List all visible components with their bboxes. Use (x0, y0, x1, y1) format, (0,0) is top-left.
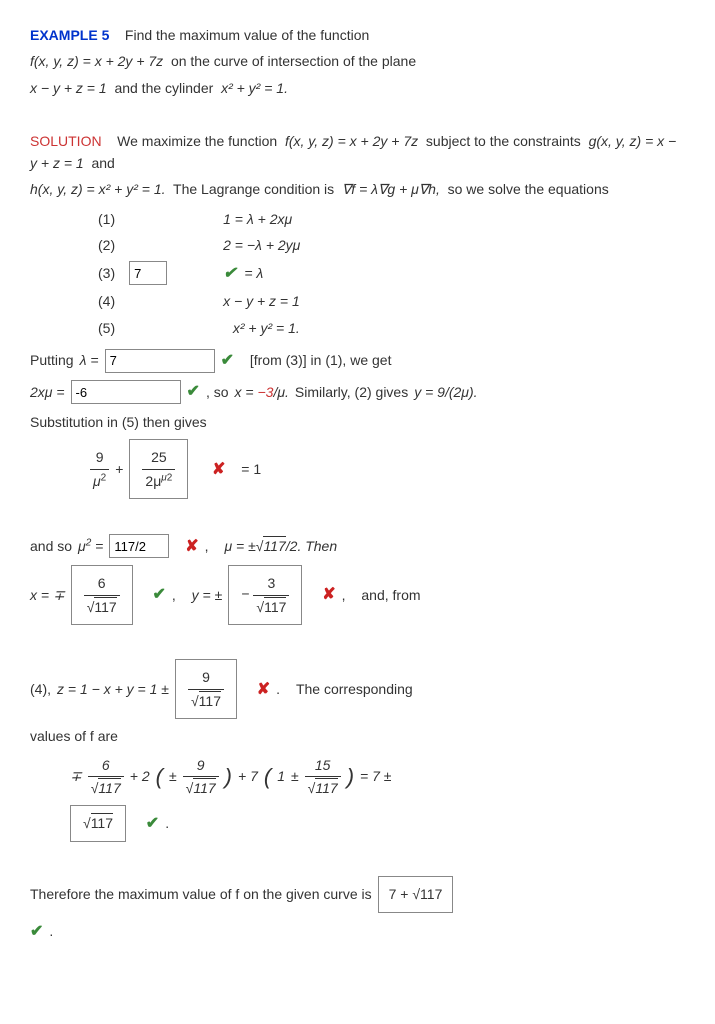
mu-eq-text: μ = ±√117/2. Then (224, 535, 337, 557)
sol-h: h(x, y, z) = x² + y² = 1. (30, 181, 166, 197)
sol-text-3: and (91, 155, 114, 171)
sol-text-4: The Lagrange condition is (173, 181, 334, 197)
final-sqrt-row: √117 ✔ . (70, 805, 685, 841)
cylinder-eq: x² + y² = 1. (221, 80, 288, 96)
sol-text-1: We maximize the function (117, 133, 277, 149)
mu-fraction-row: 9 μ2 + 25 2μμ2 ✘ = 1 (90, 439, 685, 499)
x-eq-text: x = −3/μ. (235, 381, 289, 403)
twoxmu-row: 2xμ = ✔ , so x = −3/μ. Similarly, (2) gi… (30, 379, 685, 405)
subst-text: Substitution in (5) then gives (30, 411, 685, 433)
so-text: , so (206, 381, 229, 403)
sim-text: Similarly, (2) gives (295, 381, 408, 403)
solution-line-2: h(x, y, z) = x² + y² = 1. The Lagrange c… (30, 178, 685, 200)
frac-box-1: 25 2μμ2 (129, 439, 188, 499)
putting-lambda-row: Putting λ = ✔ [from (3)] in (1), we get (30, 348, 685, 374)
prompt-text-2: on the curve of intersection of the plan… (171, 53, 416, 69)
putting-text: Putting (30, 349, 74, 371)
sol-func: f(x, y, z) = x + 2y + 7z (285, 133, 418, 149)
therefore-row: Therefore the maximum value of f on the … (30, 876, 685, 912)
final-expression: ∓ 6 √117 + 2 ( ± 9 √117 ) + 7 ( 1 ± 15 √… (70, 754, 685, 800)
solution-block: SOLUTION We maximize the function f(x, y… (30, 130, 685, 175)
check-icon: ✔ (223, 265, 236, 282)
prompt-text-3: and the cylinder (114, 80, 213, 96)
frac-9-mu2: 9 μ2 (90, 446, 109, 492)
from3-text: [from (3)] in (1), we get (250, 349, 392, 371)
x-box: 6 √117 (71, 565, 133, 625)
sol-text-2: subject to the constraints (426, 133, 581, 149)
y-box: − 3 √117 (228, 565, 302, 625)
x-pm-text: x = ∓ (30, 584, 65, 606)
example-label: EXAMPLE 5 (30, 27, 109, 43)
solution-label: SOLUTION (30, 133, 102, 149)
lambda-input[interactable] (105, 349, 215, 373)
max-value-box: 7 + √117 (378, 876, 454, 912)
prompt-text-1: Find the maximum value of the function (125, 27, 369, 43)
musq-input[interactable] (109, 534, 169, 558)
constraints-line: x − y + z = 1 and the cylinder x² + y² =… (30, 77, 685, 99)
z-row: (4), z = 1 − x + y = 1 ± 9 √117 ✘ . The … (30, 659, 685, 719)
andso-text: and so (30, 535, 72, 557)
twoxmu-input[interactable] (71, 380, 181, 404)
values-text: values of f are (30, 725, 685, 747)
lambda-eq-text: λ = (80, 349, 99, 371)
equations-table: (1)1 = λ + 2xμ (2)2 = −λ + 2yμ (3) ✔ = λ… (90, 205, 322, 342)
check-icon: ✔ (152, 582, 165, 608)
corresponding-text: The corresponding (296, 678, 413, 700)
cross-icon: ✘ (185, 534, 198, 560)
z-eq-text: z = 1 − x + y = 1 ± (57, 678, 169, 700)
function-def: f(x, y, z) = x + 2y + 7z (30, 53, 163, 69)
check-icon: ✔ (187, 379, 200, 405)
twoxmu-text: 2xμ = (30, 381, 65, 403)
therefore-text: Therefore the maximum value of f on the … (30, 883, 372, 905)
final-sqrt-box: √117 (70, 805, 126, 841)
func-line: f(x, y, z) = x + 2y + 7z on the curve of… (30, 50, 685, 72)
x-row: x = ∓ 6 √117 ✔ , y = ± − 3 √117 ✘ , and,… (30, 565, 685, 625)
musq-row: and so μ2 = ✘ , μ = ±√117/2. Then (30, 534, 685, 560)
check-icon: ✔ (30, 919, 43, 945)
example-header: EXAMPLE 5 Find the maximum value of the … (30, 24, 685, 46)
check-icon: ✔ (221, 348, 234, 374)
eq1-text: = 1 (241, 458, 261, 480)
cross-icon: ✘ (322, 582, 335, 608)
sol-grad: ∇f = λ∇g + μ∇h, (342, 181, 440, 197)
y-pm-text: y = ± (192, 584, 223, 606)
y-eq-text: y = 9/(2μ). (414, 381, 477, 403)
eq3-input[interactable] (129, 261, 167, 285)
musq-lhs: μ2 = (78, 535, 103, 557)
plane-eq: x − y + z = 1 (30, 80, 107, 96)
andfrom-text: and, from (361, 584, 420, 606)
final-check-row: ✔ . (30, 919, 685, 945)
cross-icon: ✘ (212, 457, 225, 483)
check-icon: ✔ (146, 811, 159, 837)
cross-icon: ✘ (257, 677, 270, 703)
sol-text-5: so we solve the equations (448, 181, 609, 197)
z-box: 9 √117 (175, 659, 237, 719)
z-prefix: (4), (30, 678, 51, 700)
